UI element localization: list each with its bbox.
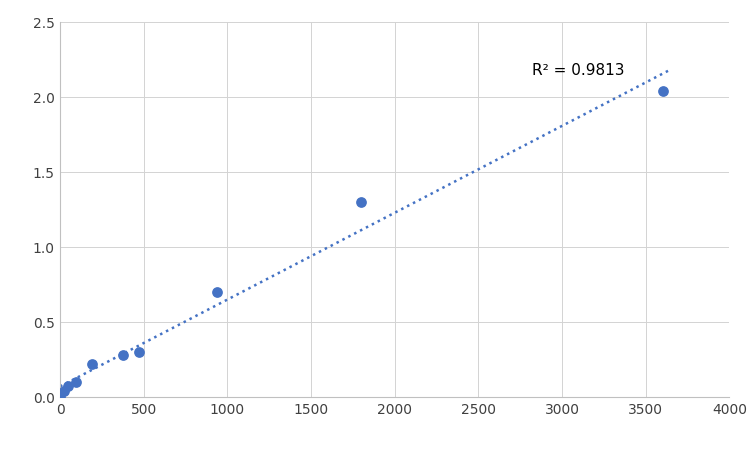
Point	[54, 393, 66, 400]
Point	[62, 383, 74, 390]
Point	[70, 378, 82, 386]
Point	[355, 198, 367, 206]
Point	[132, 348, 144, 355]
Point	[86, 360, 98, 368]
Point	[58, 387, 70, 395]
Text: R² = 0.9813: R² = 0.9813	[532, 63, 624, 78]
Point	[117, 351, 129, 359]
Point	[656, 88, 669, 95]
Point	[211, 289, 223, 296]
